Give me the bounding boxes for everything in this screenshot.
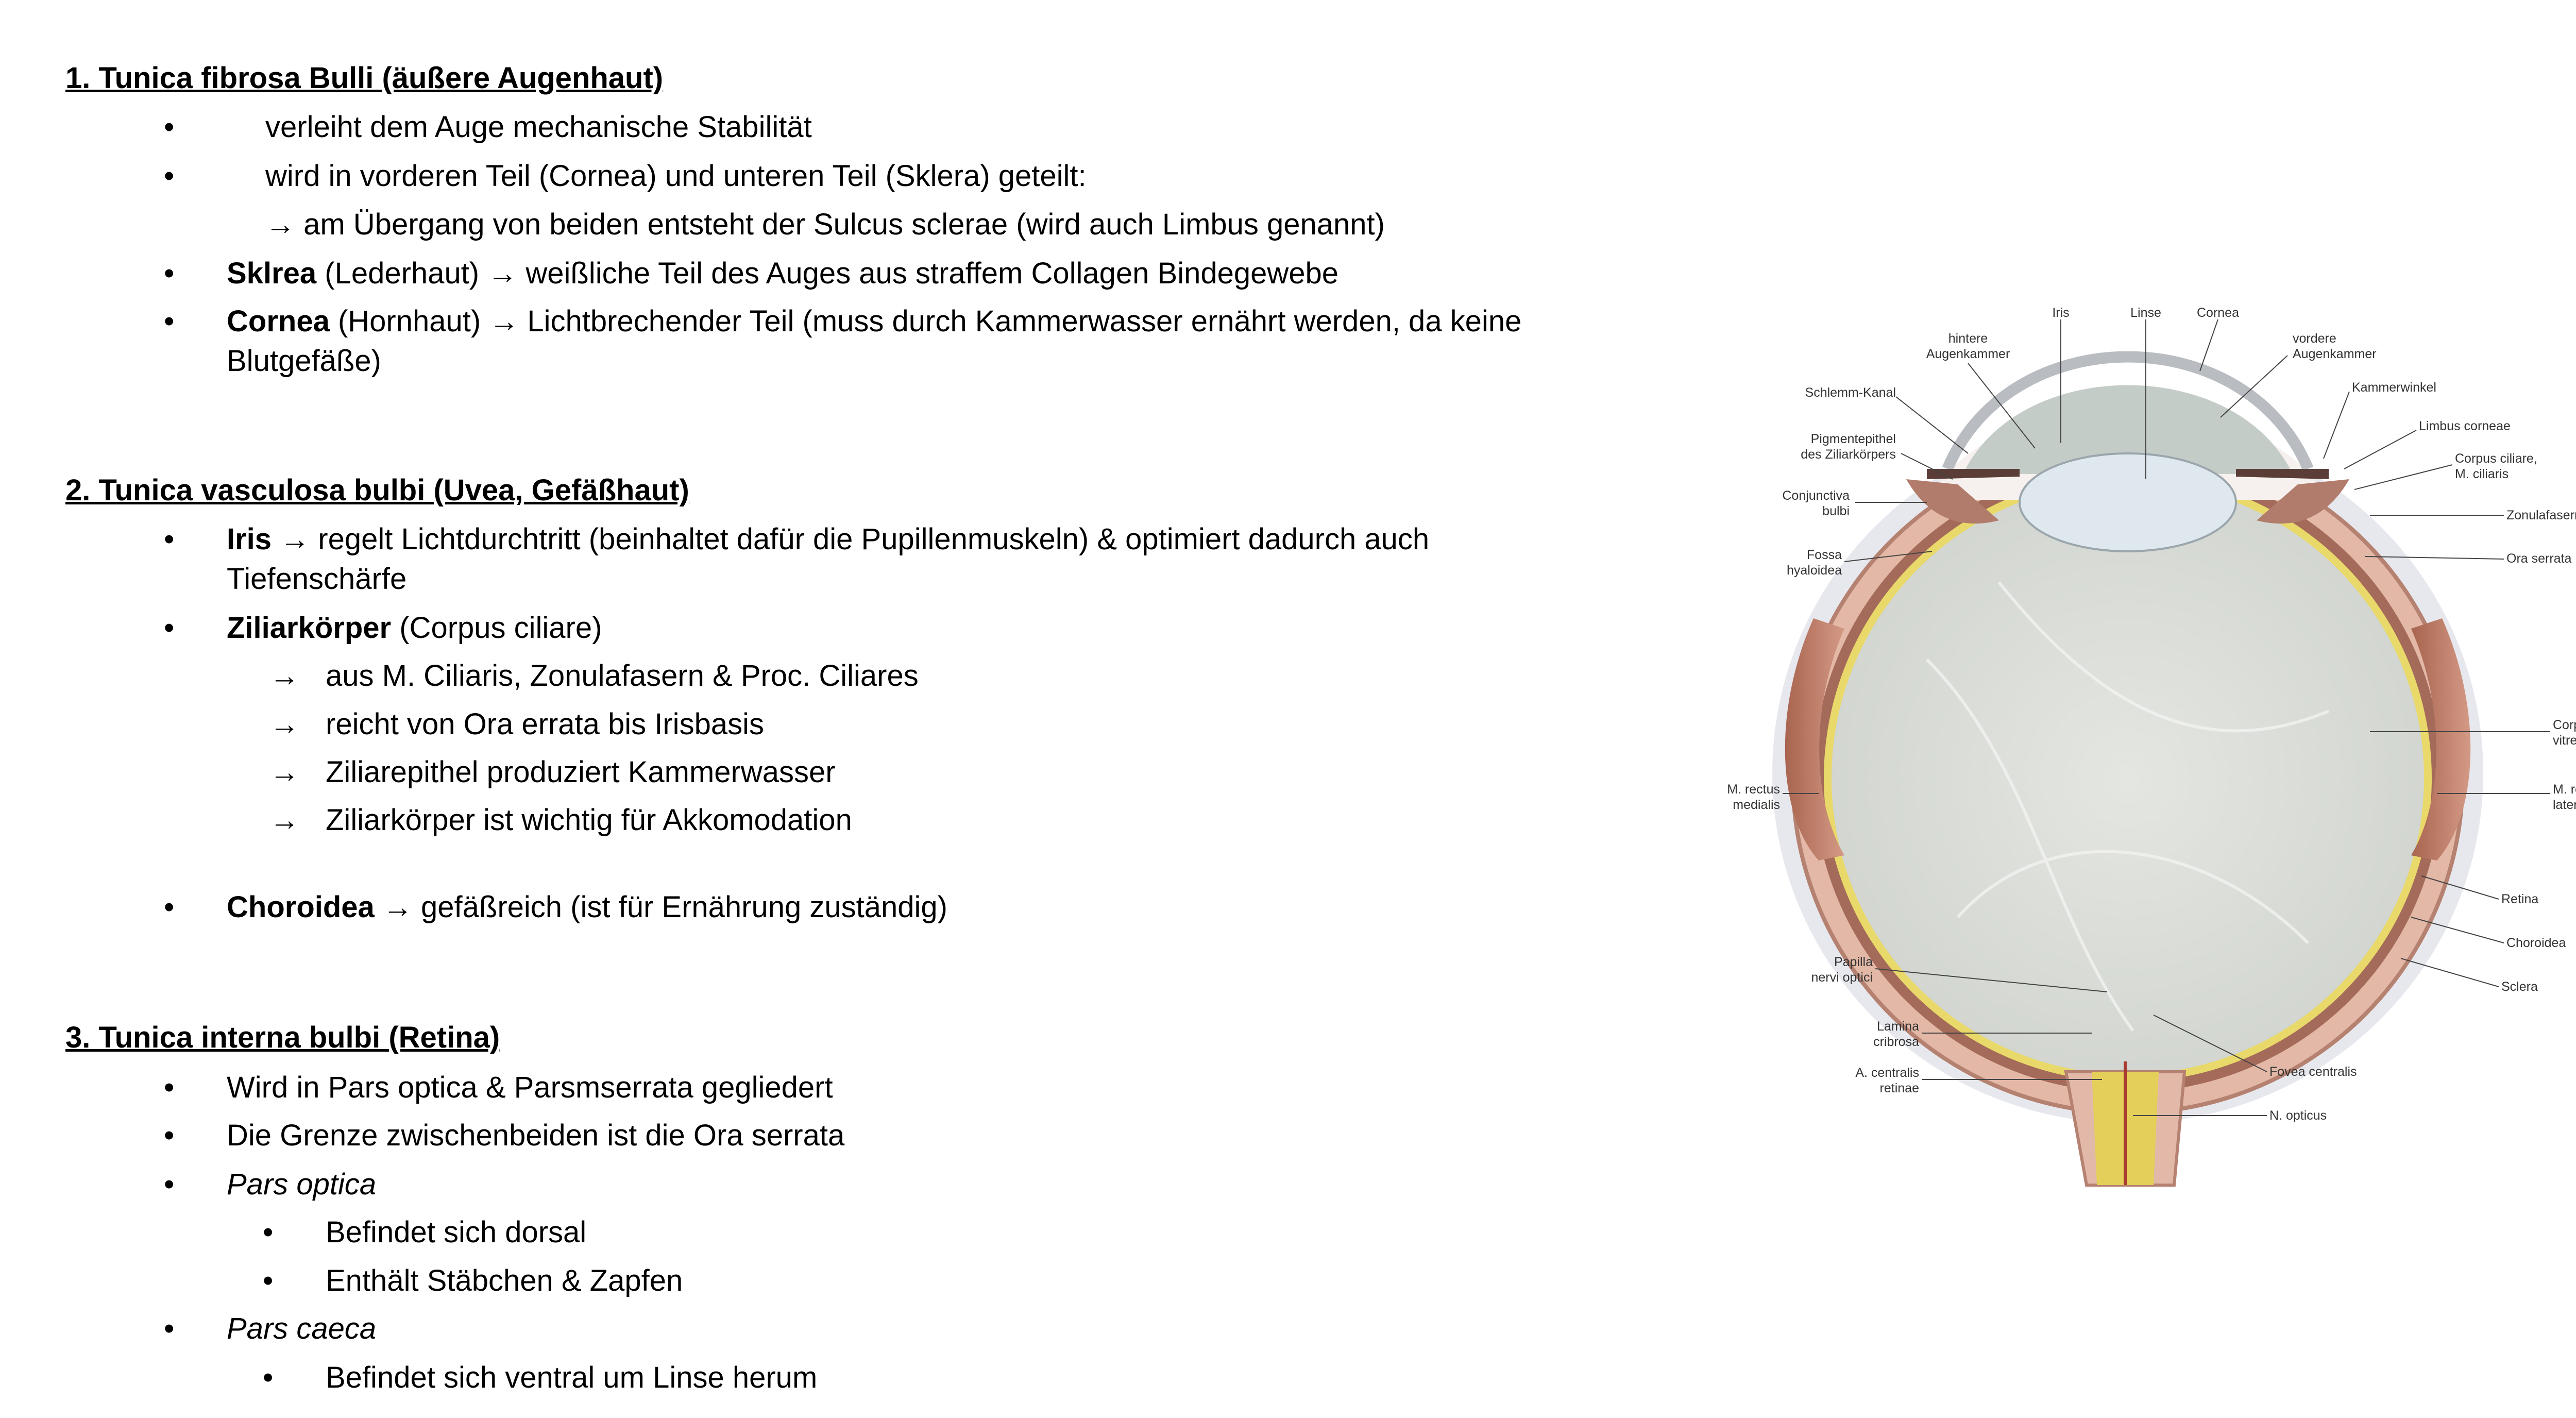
eye-illustration: Iris Linse Cornea hintere Augenkammer vo… bbox=[1727, 306, 2576, 1187]
arrow-icon: → bbox=[269, 659, 299, 693]
section-3-item-4: Pars caeca bbox=[227, 1312, 377, 1345]
label-papilla-nervi-optici: Papilla bbox=[1834, 955, 1873, 969]
rectus-lateralis-shape bbox=[2411, 618, 2471, 860]
bullet-icon: • bbox=[164, 257, 175, 290]
section-2-subitem-4: Ziliarkörper ist wichtig für Akkomodatio… bbox=[326, 803, 852, 837]
label-linse: Linse bbox=[2130, 306, 2161, 320]
section-2-subitem-2: reicht von Ora errata bis Irisbasis bbox=[326, 707, 764, 741]
svg-text:cribrosa: cribrosa bbox=[1873, 1035, 1919, 1049]
vitreous-body-shape bbox=[1832, 482, 2424, 1074]
label-sclera: Sclera bbox=[2501, 980, 2538, 994]
label-iris: Iris bbox=[2052, 306, 2069, 320]
label-vordere-augenkammer: vordere bbox=[2293, 331, 2336, 346]
label-lamina-cribrosa: Lamina bbox=[1877, 1019, 1919, 1034]
leader-lines bbox=[1783, 319, 2550, 1116]
lens-shape bbox=[2019, 452, 2237, 552]
section-2-item-2: Ziliarkörper (Corpus ciliare) bbox=[227, 611, 602, 645]
label-schlemm-kanal: Schlemm-Kanal bbox=[1805, 385, 1896, 400]
rectus-medialis-shape bbox=[1785, 618, 1844, 860]
label-m-rectus-medialis: M. rectus bbox=[1727, 782, 1780, 797]
bullet-icon: • bbox=[164, 890, 175, 924]
section-2-subitem-3: Ziliarepithel produziert Kammerwasser bbox=[326, 755, 836, 789]
bullet-icon: • bbox=[164, 1071, 175, 1104]
term-cornea: Cornea bbox=[227, 305, 330, 338]
label-m-rectus-lateralis: M. rectus bbox=[2553, 782, 2576, 797]
section-3-item-1: Wird in Pars optica & Parsmserrata gegli… bbox=[227, 1071, 833, 1104]
bullet-icon: • bbox=[164, 305, 175, 338]
section-1-item-3: → am Übergang von beiden entsteht der Su… bbox=[265, 208, 1385, 241]
section-1-item-5: Cornea (Hornhaut) → Lichtbrechender Teil… bbox=[227, 305, 1522, 338]
section-1-item-5-cont: Blutgefäße) bbox=[227, 344, 381, 378]
bullet-icon: • bbox=[164, 1119, 175, 1152]
bullet-icon: • bbox=[164, 1312, 175, 1345]
section-3-subitem-1: Befindet sich dorsal bbox=[326, 1216, 587, 1249]
bullet-icon: • bbox=[164, 159, 175, 193]
section-2-item-1: Iris → regelt Lichtdurchtritt (beinhalte… bbox=[227, 522, 1430, 556]
svg-text:des Ziliarkörpers: des Ziliarkörpers bbox=[1801, 447, 1896, 462]
term-iris: Iris bbox=[227, 522, 272, 556]
label-fossa-hyaloidea: Fossa bbox=[1807, 548, 1842, 562]
label-n-opticus: N. opticus bbox=[2269, 1108, 2327, 1123]
bullet-icon: • bbox=[263, 1361, 274, 1394]
cornea-shape bbox=[1942, 351, 2314, 471]
section-1-item-1: verleiht dem Auge mechanische Stabilität bbox=[265, 110, 812, 144]
svg-text:lateralis: lateralis bbox=[2553, 798, 2576, 812]
section-3-subitem-2: Enthält Stäbchen & Zapfen bbox=[326, 1264, 683, 1297]
svg-text:retinae: retinae bbox=[1880, 1081, 1919, 1095]
section-2-subitem-1: aus M. Ciliaris, Zonulafasern & Proc. Ci… bbox=[326, 659, 919, 693]
diagram-labels: Iris Linse Cornea hintere Augenkammer vo… bbox=[1727, 306, 2576, 1123]
iris-shape bbox=[1927, 469, 2020, 479]
svg-text:medialis: medialis bbox=[1733, 798, 1780, 812]
term-sklrea: Sklrea bbox=[227, 257, 317, 290]
svg-text:vitreum: vitreum bbox=[2553, 733, 2576, 748]
ciliary-body-shape bbox=[1906, 479, 1999, 524]
label-fovea-centralis: Fovea centralis bbox=[2269, 1065, 2357, 1079]
label-corpus-ciliare: Corpus ciliare, bbox=[2455, 451, 2537, 466]
section-3-item-2: Die Grenze zwischenbeiden ist die Ora se… bbox=[227, 1119, 845, 1152]
label-choroidea: Choroidea bbox=[2506, 936, 2566, 950]
arrow-icon: → bbox=[269, 707, 299, 741]
term-choroidea: Choroidea bbox=[227, 890, 375, 924]
arrow-icon: → bbox=[269, 803, 299, 837]
notes-panel: 1. Tunica fibrosa Bulli (äußere Augenhau… bbox=[65, 61, 1522, 1394]
term-ziliarkoerper: Ziliarkörper bbox=[227, 611, 392, 645]
section-2-heading: 2. Tunica vasculosa bulbi (Uvea, Gefäßha… bbox=[65, 474, 689, 507]
eye-cross-section-diagram: Iris Linse Cornea hintere Augenkammer vo… bbox=[1638, 299, 2576, 1195]
svg-text:hyaloidea: hyaloidea bbox=[1787, 563, 1842, 578]
label-kammerwinkel: Kammerwinkel bbox=[2352, 380, 2436, 395]
label-ora-serrata: Ora serrata bbox=[2506, 551, 2572, 566]
label-hintere-augenkammer: hintere bbox=[1948, 331, 1988, 346]
bullet-icon: • bbox=[164, 522, 175, 556]
anterior-chamber-shape bbox=[1963, 385, 2293, 474]
bullet-icon: • bbox=[164, 611, 175, 645]
svg-text:nervi optici: nervi optici bbox=[1811, 970, 1873, 985]
ciliary-body-shape bbox=[2257, 479, 2349, 524]
label-corpus-vitreum: Corpus bbox=[2553, 718, 2576, 732]
bullet-icon: • bbox=[164, 110, 175, 144]
iris-shape bbox=[2236, 469, 2329, 479]
svg-text:Augenkammer: Augenkammer bbox=[2293, 347, 2377, 361]
section-1-heading: 1. Tunica fibrosa Bulli (äußere Augenhau… bbox=[65, 61, 664, 95]
label-zonulafasern: Zonulafasern bbox=[2506, 508, 2576, 522]
section-3-heading: 3. Tunica interna bulbi (Retina) bbox=[65, 1021, 500, 1054]
section-1-item-2: wird in vorderen Teil (Cornea) und unter… bbox=[265, 159, 1087, 193]
label-pigmentepithel: Pigmentepithel bbox=[1811, 432, 1896, 446]
label-cornea: Cornea bbox=[2197, 306, 2239, 320]
section-3-subitem-3: Befindet sich ventral um Linse herum bbox=[326, 1361, 818, 1394]
label-conjunctiva-bulbi: Conjunctiva bbox=[1782, 488, 1850, 503]
section-1-item-4: Sklrea (Lederhaut) → weißliche Teil des … bbox=[227, 257, 1339, 290]
section-2-item-3: Choroidea → gefäßreich (ist für Ernährun… bbox=[227, 890, 947, 924]
bullet-icon: • bbox=[164, 1168, 175, 1201]
label-limbus-corneae: Limbus corneae bbox=[2419, 419, 2511, 433]
bullet-icon: • bbox=[263, 1216, 274, 1249]
bullet-icon: • bbox=[263, 1264, 274, 1297]
svg-text:M. ciliaris: M. ciliaris bbox=[2455, 467, 2509, 481]
section-3-item-3: Pars optica bbox=[227, 1168, 377, 1201]
label-retina: Retina bbox=[2501, 892, 2538, 906]
arrow-icon: → bbox=[269, 755, 299, 789]
svg-text:Augenkammer: Augenkammer bbox=[1926, 347, 2010, 361]
label-a-centralis-retinae: A. centralis bbox=[1855, 1066, 1919, 1080]
section-2-item-1-cont: Tiefenschärfe bbox=[227, 562, 407, 596]
svg-text:bulbi: bulbi bbox=[1822, 504, 1850, 518]
